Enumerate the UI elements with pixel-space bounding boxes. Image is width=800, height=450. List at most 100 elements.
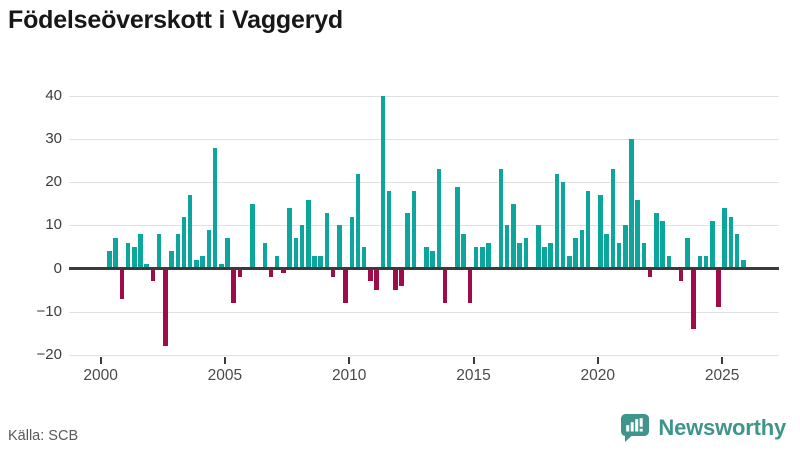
bar-2008-Q1 (299, 225, 305, 269)
bar-2001-Q3 (138, 234, 143, 269)
bar-2025-Q4 (741, 259, 746, 269)
x-axis-label-2020: 2020 (580, 367, 616, 384)
bar-2016-Q2 (504, 225, 510, 269)
bar-2010-Q4 (368, 268, 373, 282)
bar-2003-Q2 (181, 216, 187, 269)
bar-2005-Q3 (237, 268, 243, 278)
bar-2024-Q1 (697, 255, 703, 269)
x-axis-line (69, 267, 779, 270)
x-axis-label-2000: 2000 (83, 367, 118, 384)
bar-2018-Q3 (560, 182, 566, 269)
gridline-y-10 (69, 311, 779, 313)
y-axis-label--20: −20 (36, 345, 62, 363)
newsworthy-icon (621, 414, 650, 442)
bar-2001-Q4 (144, 264, 149, 269)
bar-2021-Q2 (629, 139, 634, 269)
newsworthy-logo[interactable]: Newsworthy (620, 413, 786, 443)
x-axis-tick-2005 (223, 357, 226, 364)
bar-2014-Q2 (455, 186, 460, 269)
x-axis-tick-2025 (721, 357, 724, 364)
bar-2009-Q1 (324, 212, 330, 269)
bar-2025-Q3 (734, 234, 740, 269)
bar-2025-Q2 (728, 216, 734, 269)
bar-2024-Q2 (703, 255, 709, 269)
x-axis-label-2005: 2005 (207, 367, 243, 384)
bar-2003-Q4 (194, 259, 199, 269)
bar-2023-Q2 (678, 268, 684, 282)
bar-2008-Q4 (318, 255, 323, 269)
source-note: Källa: SCB (8, 428, 79, 444)
bar-2013-Q2 (430, 251, 435, 269)
bar-2017-Q4 (542, 247, 547, 269)
bar-2002-Q2 (156, 234, 162, 269)
bar-2020-Q1 (598, 195, 603, 269)
bar-2003-Q1 (175, 234, 181, 269)
bar-2007-Q2 (281, 268, 286, 273)
gridline-y40 (69, 96, 779, 98)
gridline-y10 (69, 225, 779, 227)
bar-2019-Q3 (585, 191, 591, 269)
bar-2004-Q2 (206, 229, 212, 269)
x-axis-tick-2000 (99, 357, 102, 364)
bar-2001-Q2 (132, 247, 137, 269)
bar-2020-Q3 (610, 169, 616, 269)
bar-2016-Q4 (517, 242, 522, 269)
bar-2024-Q4 (716, 268, 721, 308)
bar-2008-Q2 (306, 199, 311, 269)
y-axis-label-40: 40 (45, 87, 62, 105)
bar-2023-Q3 (685, 238, 690, 269)
bar-2016-Q1 (498, 169, 504, 269)
newsworthy-wordmark: Newsworthy (658, 415, 786, 440)
y-axis-label-30: 30 (45, 130, 62, 148)
bar-2005-Q1 (225, 238, 230, 269)
bar-2014-Q4 (467, 268, 473, 303)
bar-2000-Q2 (107, 251, 112, 269)
bar-2012-Q2 (405, 212, 410, 269)
bar-2022-Q1 (647, 268, 653, 278)
bar-2021-Q3 (635, 199, 640, 269)
bar-2011-Q2 (380, 96, 386, 269)
bar-2000-Q4 (119, 268, 125, 299)
bar-2014-Q3 (461, 234, 466, 269)
bar-2019-Q1 (573, 238, 578, 269)
y-axis-label-10: 10 (45, 216, 62, 234)
bar-2016-Q3 (511, 203, 516, 269)
gridline-y30 (69, 139, 779, 141)
x-axis-tick-2010 (348, 357, 351, 364)
bar-2000-Q3 (113, 238, 118, 269)
bar-2009-Q3 (337, 225, 342, 269)
bar-2018-Q1 (548, 242, 553, 269)
bar-2013-Q1 (424, 247, 429, 269)
x-axis-label-2010: 2010 (331, 367, 367, 384)
bar-2007-Q4 (293, 238, 299, 269)
gridline-y20 (69, 182, 779, 184)
bar-2009-Q2 (330, 268, 336, 278)
bar-2015-Q2 (480, 247, 485, 269)
bar-2022-Q2 (654, 212, 659, 269)
bar-2025-Q1 (722, 208, 727, 269)
bar-2010-Q2 (355, 173, 361, 269)
bar-2003-Q3 (187, 195, 193, 269)
bar-2024-Q3 (710, 221, 715, 269)
page-title: Födelseöverskott i Vaggeryd (8, 6, 343, 34)
bar-2011-Q4 (393, 268, 398, 290)
y-axis-label--10: −10 (36, 302, 62, 320)
bar-2018-Q2 (554, 173, 560, 269)
bar-2020-Q4 (616, 242, 622, 269)
bar-2009-Q4 (343, 268, 348, 303)
bar-2004-Q1 (200, 255, 205, 269)
bar-2022-Q4 (666, 255, 672, 269)
bar-2012-Q3 (411, 191, 417, 269)
bar-2013-Q4 (442, 268, 448, 303)
bar-2018-Q4 (567, 255, 572, 269)
bar-2002-Q1 (150, 268, 156, 282)
bar-2005-Q2 (231, 268, 236, 303)
bar-2004-Q4 (219, 264, 224, 269)
x-axis-tick-2015 (472, 357, 475, 364)
bar-2010-Q1 (349, 216, 355, 269)
bar-2023-Q4 (691, 268, 696, 329)
bar-2004-Q3 (212, 147, 218, 269)
bar-2021-Q4 (641, 242, 647, 269)
bar-2007-Q3 (287, 208, 292, 269)
